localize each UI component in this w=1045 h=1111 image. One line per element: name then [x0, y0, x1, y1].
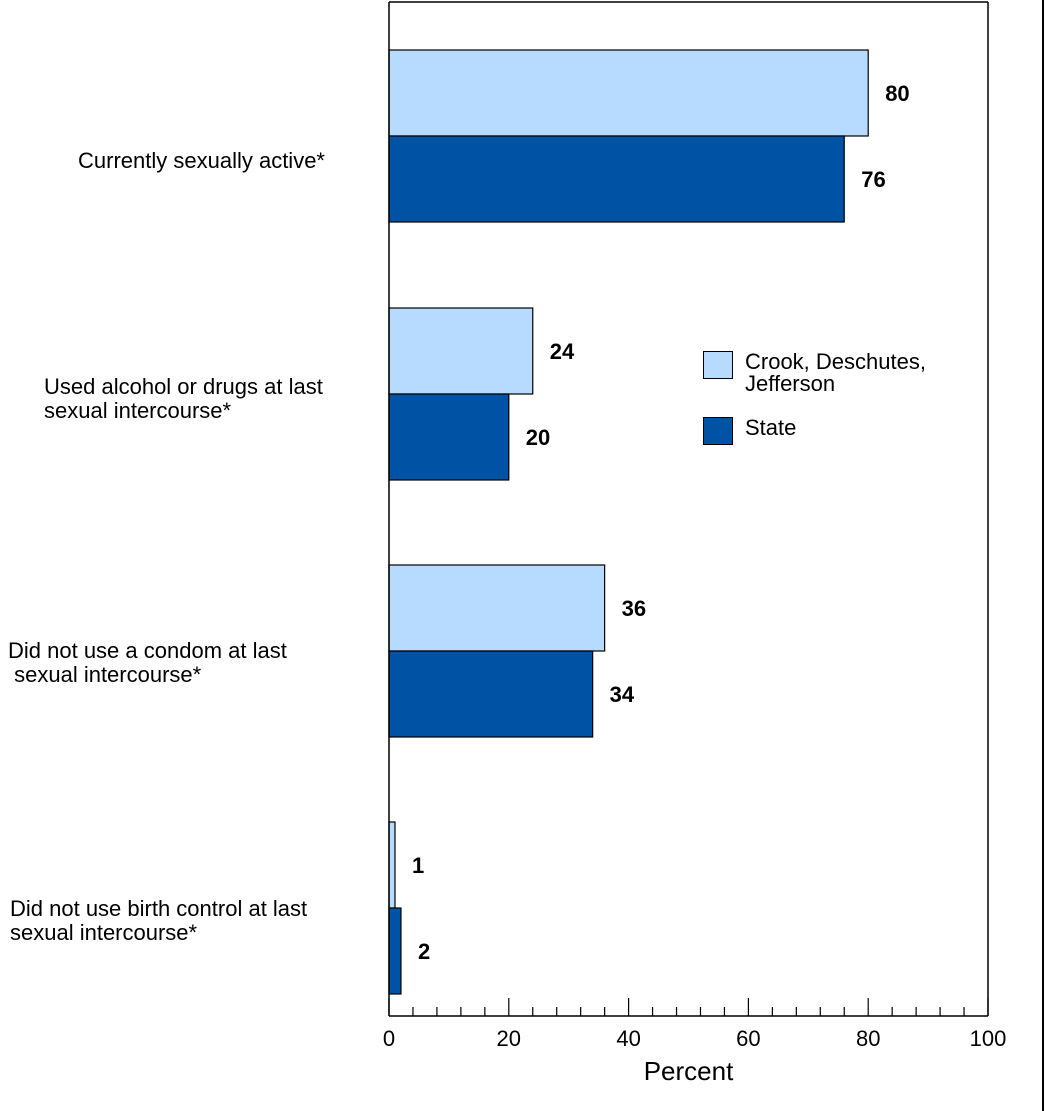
value-label-series1-cat3: 2 [418, 939, 430, 964]
legend-item-county: Crook, Deschutes, Jefferson [703, 351, 926, 395]
legend-label-state: State [745, 415, 797, 440]
category-label-no-condom: Did not use a condom at last sexual inte… [8, 638, 287, 687]
x-tick-label: 40 [616, 1026, 640, 1051]
bar-series1-cat2 [388, 650, 594, 738]
x-tick-label: 100 [970, 1026, 1007, 1051]
bars-group [388, 49, 869, 995]
x-tick-label: 60 [736, 1026, 760, 1051]
bar-series1-cat0 [388, 135, 845, 223]
bar-series1-cat3 [388, 907, 402, 995]
bar-series0-cat1 [388, 307, 534, 395]
value-label-series0-cat1: 24 [550, 339, 575, 364]
legend-item-state: State [703, 417, 796, 445]
value-label-series0-cat0: 80 [885, 81, 909, 106]
value-label-series0-cat2: 36 [622, 596, 646, 621]
legend-swatch-state [703, 417, 733, 445]
bar-series0-cat2 [388, 564, 606, 652]
x-tick-label: 20 [497, 1026, 521, 1051]
bar-series0-cat0 [388, 49, 869, 137]
legend-label-county: Crook, Deschutes, Jefferson [745, 349, 926, 396]
x-axis-ticks: 0 20 40 60 80 100 [383, 998, 1006, 1051]
value-label-series0-cat3: 1 [412, 853, 424, 878]
category-label-alcohol-drugs: Used alcohol or drugs at last sexual int… [44, 374, 323, 423]
category-label-sexually-active: Currently sexually active* [78, 148, 325, 173]
value-labels-group: 80 24 36 1 76 20 34 2 [412, 81, 910, 964]
x-axis-title: Percent [644, 1056, 734, 1086]
value-label-series1-cat1: 20 [526, 425, 550, 450]
x-tick-label: 80 [856, 1026, 880, 1051]
page-edge-rule [1042, 0, 1044, 1111]
value-label-series1-cat0: 76 [861, 167, 885, 192]
value-label-series1-cat2: 34 [610, 682, 635, 707]
bar-series1-cat1 [388, 393, 510, 481]
x-tick-label: 0 [383, 1026, 395, 1051]
category-label-no-birth-control: Did not use birth control at last sexual… [10, 896, 308, 945]
bar-series0-cat3 [388, 821, 396, 909]
legend-swatch-county [703, 351, 733, 379]
